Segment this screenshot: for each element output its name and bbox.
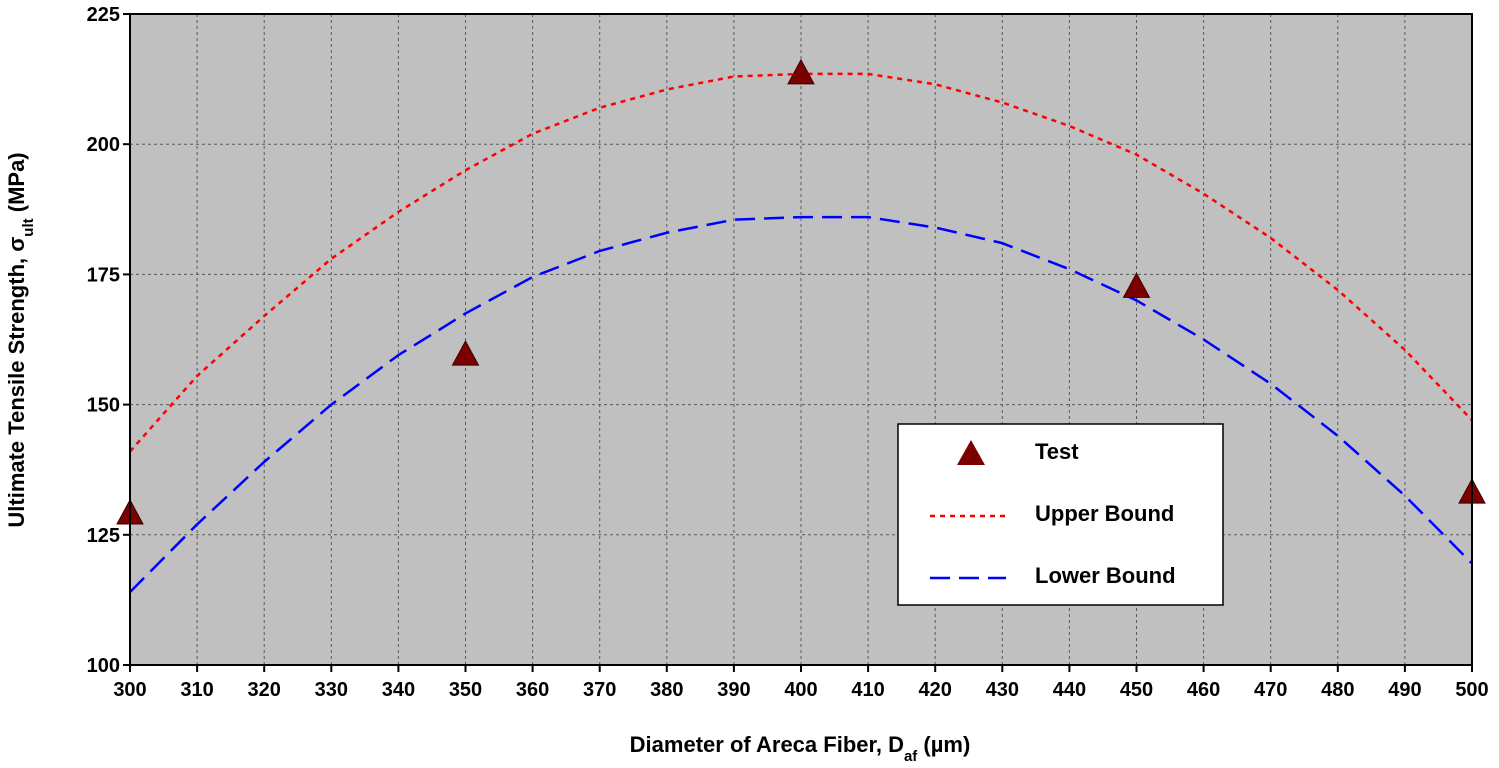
y-tick-label: 200 bbox=[87, 134, 120, 156]
legend-box bbox=[897, 423, 1224, 606]
y-tick-label: 100 bbox=[87, 655, 120, 677]
x-tick-label: 350 bbox=[449, 679, 482, 701]
legend-label-test: Test bbox=[1035, 439, 1079, 464]
series-line-lower-bound bbox=[129, 215, 1473, 593]
y-axis-label: Ultimate Tensile Strength, σult (MPa) bbox=[4, 152, 37, 527]
x-tick-label: 400 bbox=[784, 679, 817, 701]
legend-label-upper: Upper Bound bbox=[1035, 501, 1174, 526]
legend: Test Upper Bound Lower Bound bbox=[897, 423, 1224, 606]
x-tick-label: 420 bbox=[919, 679, 952, 701]
y-tick-label: 175 bbox=[87, 264, 120, 286]
x-tick-label: 460 bbox=[1187, 679, 1220, 701]
x-tick-label: 320 bbox=[248, 679, 281, 701]
y-tick-label: 125 bbox=[87, 525, 120, 547]
test-point-marker bbox=[1122, 272, 1151, 298]
ticks: 300 310 320 330 340 350 360 370 380 390 400 410 420 4… bbox=[87, 4, 1489, 701]
x-tick-label: 430 bbox=[986, 679, 1019, 701]
test-point-marker bbox=[451, 340, 480, 366]
x-tick-label: 390 bbox=[717, 679, 750, 701]
test-point-marker bbox=[787, 58, 815, 85]
x-tick-label: 410 bbox=[851, 679, 884, 701]
legend-marker-test bbox=[957, 440, 985, 465]
x-tick-label: 330 bbox=[315, 679, 348, 701]
legend-label-lower: Lower Bound bbox=[1035, 563, 1176, 588]
x-tick-label: 340 bbox=[382, 679, 415, 701]
y-tick-label: 225 bbox=[87, 4, 120, 26]
x-tick-label: 490 bbox=[1388, 679, 1421, 701]
x-tick-label: 440 bbox=[1053, 679, 1086, 701]
x-tick-label: 500 bbox=[1455, 679, 1488, 701]
grid bbox=[129, 13, 1473, 666]
x-tick-label: 310 bbox=[180, 679, 213, 701]
x-axis-label: Diameter of Areca Fiber, Daf (µm) bbox=[630, 732, 971, 765]
x-tick-label: 300 bbox=[113, 679, 146, 701]
x-tick-label: 380 bbox=[650, 679, 683, 701]
x-tick-label: 360 bbox=[516, 679, 549, 701]
x-tick-label: 370 bbox=[583, 679, 616, 701]
x-tick-label: 470 bbox=[1254, 679, 1287, 701]
y-tick-label: 150 bbox=[87, 395, 120, 417]
x-tick-label: 480 bbox=[1321, 679, 1354, 701]
x-tick-label: 450 bbox=[1120, 679, 1153, 701]
